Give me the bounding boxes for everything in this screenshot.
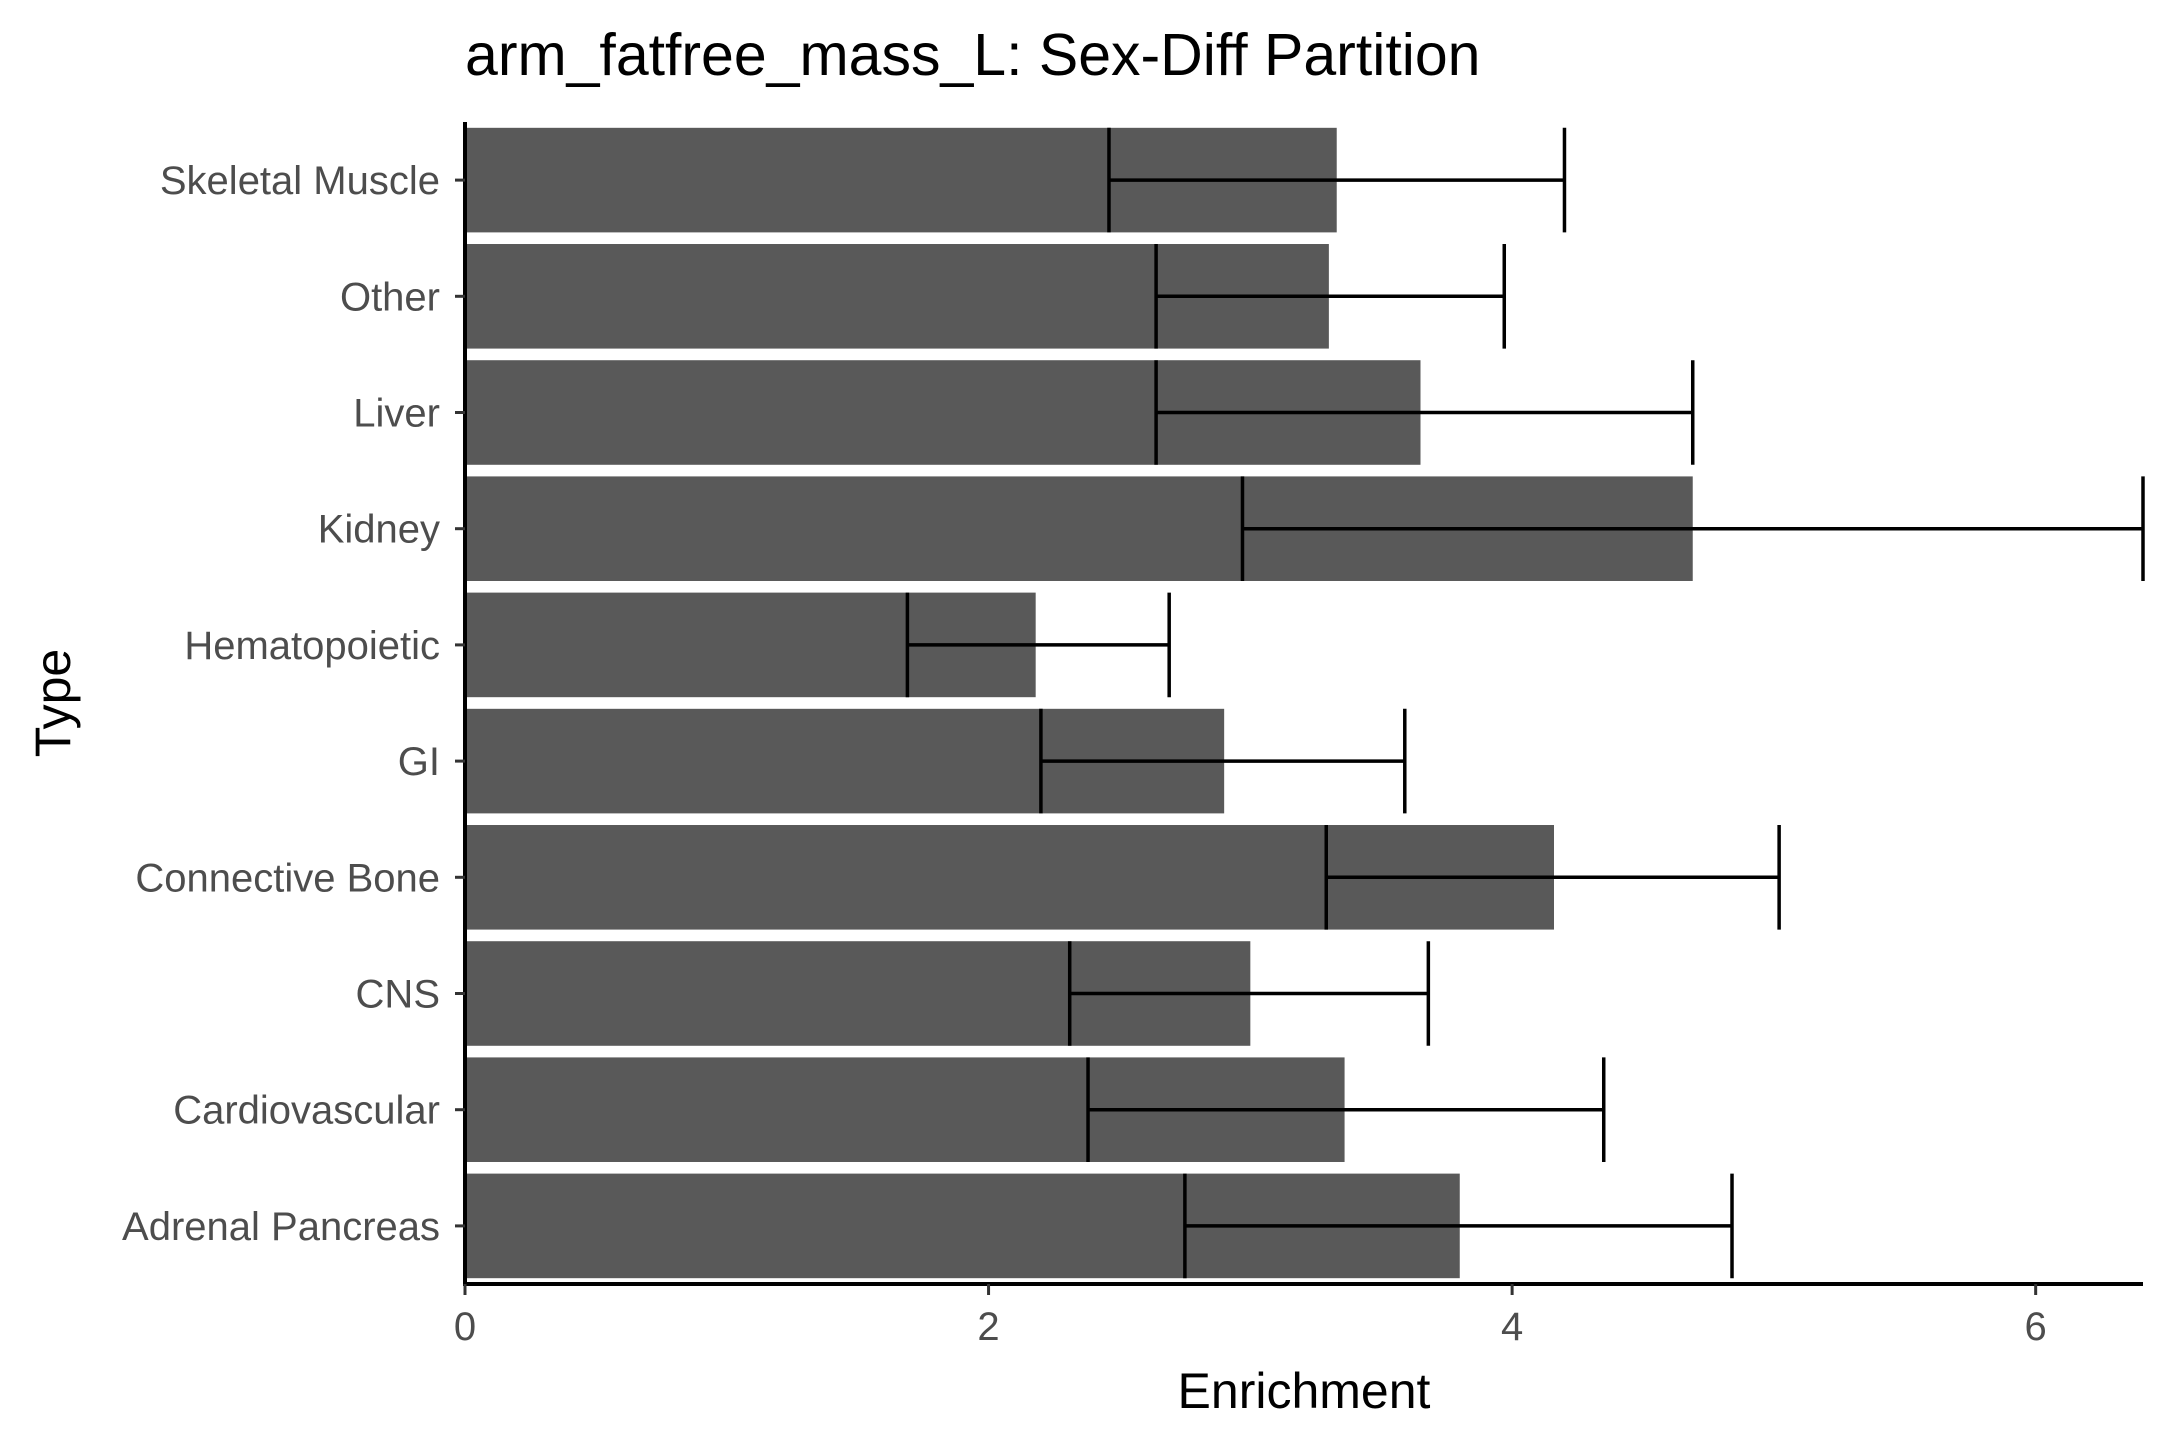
bars-group — [465, 127, 1693, 1279]
errorbar-cns — [1067, 941, 1431, 1046]
errorbar-other — [1154, 244, 1507, 349]
x-tick-label-2: 2 — [977, 1305, 999, 1349]
y-ticks-group: Adrenal Pancreas Cardiovascular CNS Connect… — [122, 159, 465, 1249]
x-ticks-group: 0 2 4 6 — [454, 1284, 2047, 1349]
chart-title: arm_fatfree_mass_L: Sex-Diff Partition — [465, 22, 1480, 88]
y-tick-label-other: Other — [340, 275, 440, 319]
x-tick-label-6: 6 — [2025, 1305, 2047, 1349]
y-tick-label-cns: CNS — [356, 973, 440, 1017]
errorbar-cardiovascular — [1086, 1057, 1606, 1162]
errorbar-connective-bone — [1324, 825, 1781, 930]
x-tick-label-0: 0 — [454, 1305, 476, 1349]
y-tick-label-cardiovascular: Cardiovascular — [173, 1089, 440, 1133]
y-tick-label-connective-bone: Connective Bone — [135, 856, 440, 900]
errorbar-kidney — [1240, 476, 2145, 581]
y-tick-label-adrenal-pancreas: Adrenal Pancreas — [122, 1205, 440, 1249]
errorbar-gi — [1039, 708, 1407, 814]
errorbar-hematopoietic — [905, 592, 1171, 698]
y-tick-label-skeletal-muscle: Skeletal Muscle — [160, 159, 440, 203]
y-tick-label-gi: GI — [398, 740, 440, 784]
y-axis-title: Type — [25, 649, 81, 757]
errorbar-liver — [1154, 360, 1695, 465]
x-tick-label-4: 4 — [1501, 1305, 1523, 1349]
x-axis-title: Enrichment — [1178, 1363, 1431, 1419]
errorbar-adrenal-pancreas — [1183, 1173, 1734, 1279]
y-tick-label-hematopoietic: Hematopoietic — [184, 624, 440, 668]
y-tick-label-liver: Liver — [353, 392, 440, 436]
errorbar-skeletal-muscle — [1107, 127, 1567, 233]
errorbars-group — [905, 127, 2145, 1279]
y-tick-label-kidney: Kidney — [318, 508, 440, 552]
